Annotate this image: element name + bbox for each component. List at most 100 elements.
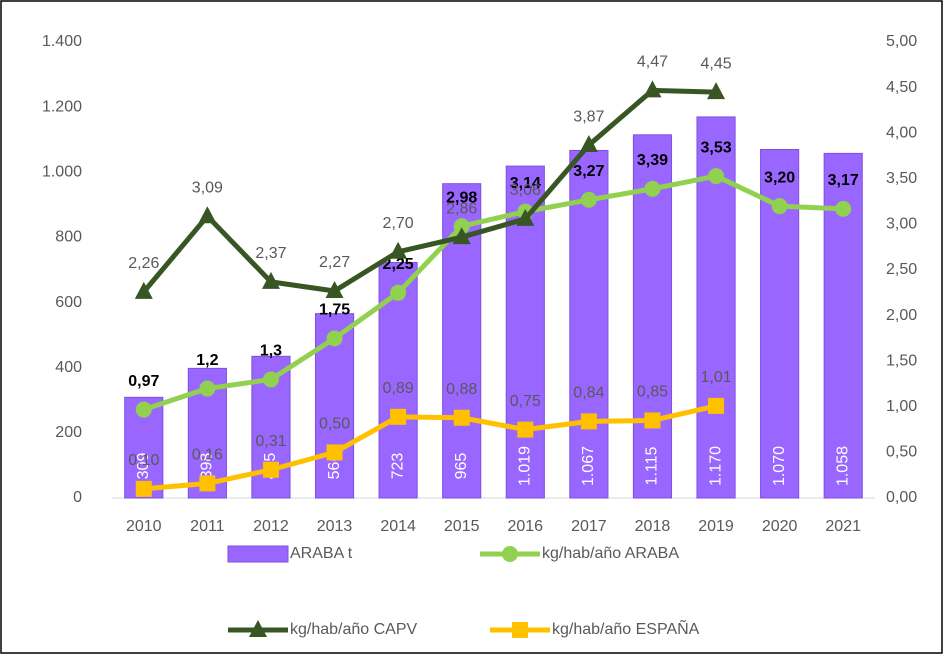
y-tick-label: 0 xyxy=(73,489,82,506)
point-value-label: 2,25 xyxy=(383,256,414,273)
x-tick-label: 2020 xyxy=(762,518,798,535)
point-value-label: 4,47 xyxy=(637,54,668,71)
point-value-label: 0,89 xyxy=(383,380,414,397)
point-value-label: 3,27 xyxy=(573,163,604,180)
y-tick-label: 600 xyxy=(55,294,82,311)
point-value-label: 0,10 xyxy=(128,452,159,469)
bar-value-label: 398 xyxy=(199,453,216,480)
y2-tick-label: 2,50 xyxy=(886,261,917,278)
point-value-label: 0,88 xyxy=(446,381,477,398)
series-marker xyxy=(326,330,343,347)
y2-tick-label: 3,50 xyxy=(886,170,917,187)
series-marker xyxy=(198,206,217,224)
legend-label: kg/hab/año CAPV xyxy=(290,621,418,638)
series-marker xyxy=(262,371,279,388)
series-marker xyxy=(707,82,726,100)
series-marker xyxy=(199,380,216,397)
series-marker xyxy=(325,280,344,298)
point-value-label: 3,87 xyxy=(573,108,604,125)
legend-label: kg/hab/año ESPAÑA xyxy=(552,618,700,638)
x-tick-label: 2019 xyxy=(698,518,734,535)
legend-label: ARABA t xyxy=(290,545,353,562)
x-tick-label: 2016 xyxy=(507,518,543,535)
x-tick-label: 2012 xyxy=(253,518,289,535)
point-value-label: 1,2 xyxy=(196,352,218,369)
y2-tick-label: 5,00 xyxy=(886,33,917,50)
point-value-label: 1,3 xyxy=(260,343,282,360)
y-tick-label: 400 xyxy=(55,359,82,376)
x-tick-label: 2021 xyxy=(825,518,861,535)
bar-value-label: 1.070 xyxy=(771,446,788,486)
series-marker xyxy=(516,208,535,226)
point-value-label: 2,86 xyxy=(446,200,477,217)
y2-tick-label: 0,00 xyxy=(886,489,917,506)
series-marker xyxy=(579,135,598,153)
point-value-label: 0,84 xyxy=(573,385,604,402)
y2-tick-label: 0,50 xyxy=(886,444,917,461)
series-marker xyxy=(644,180,661,197)
series-marker xyxy=(580,413,597,430)
x-tick-label: 2011 xyxy=(190,518,225,535)
series-line xyxy=(141,87,717,294)
y2-tick-label: 1,50 xyxy=(886,352,917,369)
point-value-label: 1,75 xyxy=(319,302,350,319)
point-value-label: 3,39 xyxy=(637,152,668,169)
series-marker xyxy=(453,218,470,235)
legend-marker xyxy=(249,620,267,637)
series-marker xyxy=(580,191,597,208)
series-marker xyxy=(708,397,725,414)
y-tick-label: 200 xyxy=(55,424,82,441)
series-marker xyxy=(262,461,279,478)
y2-tick-label: 3,00 xyxy=(886,216,917,233)
y2-tick-label: 2,00 xyxy=(886,307,917,324)
series-marker xyxy=(135,401,152,418)
series-marker xyxy=(452,227,471,245)
y-tick-label: 1.000 xyxy=(42,164,82,181)
legend-marker xyxy=(502,546,518,562)
point-value-label: 1,01 xyxy=(700,369,731,386)
series-marker xyxy=(643,80,662,98)
point-value-label: 0,75 xyxy=(510,393,541,410)
y-tick-label: 1.400 xyxy=(42,33,82,50)
y2-tick-label: 1,00 xyxy=(886,398,917,415)
point-value-label: 3,09 xyxy=(192,179,223,196)
bar-value-label: 723 xyxy=(389,453,406,480)
point-value-label: 0,50 xyxy=(319,416,350,433)
series-marker xyxy=(390,408,407,425)
point-value-label: 2,70 xyxy=(383,215,414,232)
point-value-label: 0,31 xyxy=(255,433,286,450)
bar xyxy=(569,149,609,499)
x-tick-label: 2017 xyxy=(571,518,607,535)
bar-value-label: 1.019 xyxy=(517,446,534,486)
point-value-label: 2,27 xyxy=(319,254,350,271)
point-value-label: 2,98 xyxy=(446,189,477,206)
point-value-label: 2,37 xyxy=(255,245,286,262)
x-tick-label: 2015 xyxy=(444,518,480,535)
point-value-label: 3,53 xyxy=(700,139,731,156)
y2-tick-label: 4,00 xyxy=(886,124,917,141)
series-line xyxy=(143,403,717,492)
point-value-label: 4,45 xyxy=(700,55,731,72)
series-marker xyxy=(326,444,343,461)
legend-marker xyxy=(512,622,528,638)
point-value-label: 0,85 xyxy=(637,384,668,401)
x-tick-label: 2010 xyxy=(126,518,162,535)
y2-tick-label: 4,50 xyxy=(886,79,917,96)
legend-swatch xyxy=(227,545,289,563)
series-marker xyxy=(708,168,725,185)
point-value-label: 0,97 xyxy=(128,373,159,390)
series-marker xyxy=(517,421,534,438)
series-line xyxy=(143,173,844,412)
series-marker xyxy=(390,284,407,301)
series-marker xyxy=(835,200,852,217)
series-marker xyxy=(771,198,788,215)
bar-value-label: 1.058 xyxy=(834,446,851,486)
series-marker xyxy=(389,241,408,259)
y-tick-label: 800 xyxy=(55,229,82,246)
point-value-label: 3,14 xyxy=(510,175,541,192)
bar-value-label: 965 xyxy=(453,453,470,480)
series-marker xyxy=(261,271,280,289)
bar-value-label: 1.170 xyxy=(707,446,724,486)
point-value-label: 3,06 xyxy=(510,182,541,199)
